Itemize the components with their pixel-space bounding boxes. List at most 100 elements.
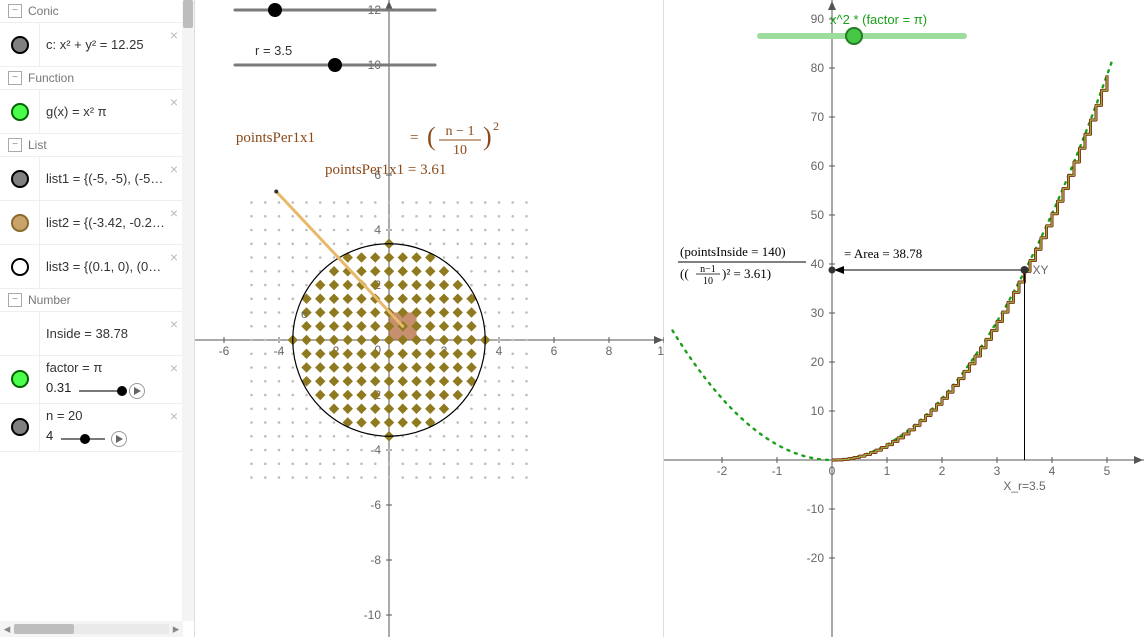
item-label: list2 = {(-3.42, -0.2… <box>40 211 182 234</box>
visibility-toggle[interactable] <box>0 404 40 451</box>
svg-text:10: 10 <box>657 344 664 358</box>
item-label: list1 = {(-5, -5), (-5… <box>40 167 182 190</box>
close-icon[interactable]: × <box>170 360 178 376</box>
group-title: Function <box>28 71 74 85</box>
svg-text:n−1: n−1 <box>700 264 716 275</box>
svg-text:=: = <box>410 130 418 146</box>
mini-slider[interactable] <box>61 431 127 447</box>
visibility-toggle[interactable] <box>0 356 40 403</box>
visibility-toggle[interactable] <box>0 245 40 288</box>
svg-text:-6: -6 <box>370 498 381 512</box>
svg-text:80: 80 <box>811 61 825 75</box>
item-label: n = 20 <box>46 408 176 425</box>
item-value: 4 <box>46 428 53 445</box>
svg-text:-6: -6 <box>219 344 230 358</box>
visibility-toggle[interactable] <box>0 201 40 244</box>
visibility-toggle[interactable] <box>0 157 40 200</box>
svg-text:2: 2 <box>939 464 946 478</box>
collapse-icon[interactable]: − <box>8 293 22 307</box>
svg-text:4: 4 <box>1049 464 1056 478</box>
svg-text:pointsPer1x1: pointsPer1x1 <box>236 130 315 146</box>
hscroll-left-icon[interactable]: ◂ <box>0 622 14 636</box>
close-icon[interactable]: × <box>170 205 178 221</box>
sidebar-vertical-scrollbar[interactable] <box>182 0 194 621</box>
item-value: 0.31 <box>46 380 71 397</box>
group-title: Conic <box>28 4 59 18</box>
svg-text:40: 40 <box>811 257 825 271</box>
algebra-item-n[interactable]: n = 20 4 × <box>0 404 182 452</box>
group-title: Number <box>28 293 71 307</box>
close-icon[interactable]: × <box>170 408 178 424</box>
close-icon[interactable]: × <box>170 249 178 265</box>
svg-text:-10: -10 <box>807 502 825 516</box>
svg-text:): ) <box>483 122 492 151</box>
item-label: c: x² + y² = 12.25 <box>40 33 182 56</box>
algebra-sidebar: −Conicc: x² + y² = 12.25×−Functiong(x) =… <box>0 0 195 637</box>
algebra-item-list3[interactable]: list3 = {(0.1, 0), (0…× <box>0 245 182 289</box>
svg-text:x^2 * (factor = π): x^2 * (factor = π) <box>830 12 927 27</box>
visibility-toggle[interactable] <box>0 312 40 355</box>
slider-knob <box>328 58 342 72</box>
svg-text:)² = 3.61): )² = 3.61) <box>722 266 771 281</box>
slider-knob <box>268 3 282 17</box>
visibility-toggle[interactable] <box>0 90 40 133</box>
svg-text:2: 2 <box>493 119 499 133</box>
group-title: List <box>28 138 47 152</box>
svg-text:((: (( <box>680 266 689 281</box>
svg-text:= Area = 38.78: = Area = 38.78 <box>844 246 922 261</box>
group-header-number[interactable]: −Number <box>0 289 182 312</box>
svg-text:5: 5 <box>1104 464 1111 478</box>
algebra-item-g[interactable]: g(x) = x² π× <box>0 90 182 134</box>
item-label: list3 = {(0.1, 0), (0… <box>40 255 182 278</box>
svg-text:10: 10 <box>703 276 713 287</box>
mini-slider[interactable] <box>79 383 145 399</box>
algebra-item-c[interactable]: c: x² + y² = 12.25× <box>0 23 182 67</box>
graphics-view-1[interactable]: -6-4-2246810-10-8-6-4-224610120cn = 20r … <box>195 0 664 637</box>
svg-text:(: ( <box>427 122 436 151</box>
collapse-icon[interactable]: − <box>8 138 22 152</box>
svg-text:pointsPer1x1 = 3.61: pointsPer1x1 = 3.61 <box>325 162 446 178</box>
svg-text:-10: -10 <box>364 608 382 622</box>
svg-text:10: 10 <box>453 143 467 158</box>
svg-text:8: 8 <box>606 344 613 358</box>
play-button[interactable] <box>129 383 145 399</box>
sidebar-horizontal-scrollbar[interactable]: ◂ ▸ <box>0 621 183 637</box>
svg-text:XY: XY <box>1033 263 1049 277</box>
svg-text:(pointsInside = 140): (pointsInside = 140) <box>680 244 786 259</box>
svg-text:6: 6 <box>551 344 558 358</box>
algebra-item-list1[interactable]: list1 = {(-5, -5), (-5…× <box>0 157 182 201</box>
group-header-conic[interactable]: −Conic <box>0 0 182 23</box>
group-header-list[interactable]: −List <box>0 134 182 157</box>
close-icon[interactable]: × <box>170 94 178 110</box>
svg-text:-1: -1 <box>772 464 783 478</box>
collapse-icon[interactable]: − <box>8 4 22 18</box>
close-icon[interactable]: × <box>170 316 178 332</box>
algebra-item-factor[interactable]: factor = π 0.31 × <box>0 356 182 404</box>
svg-text:-4: -4 <box>274 344 285 358</box>
factor-slider-knob <box>846 28 862 44</box>
item-label: g(x) = x² π <box>40 100 182 123</box>
svg-text:-2: -2 <box>717 464 728 478</box>
hscroll-right-icon[interactable]: ▸ <box>169 622 183 636</box>
svg-text:70: 70 <box>811 110 825 124</box>
close-icon[interactable]: × <box>170 27 178 43</box>
visibility-toggle[interactable] <box>0 23 40 66</box>
graphics-view-2[interactable]: -2-1012345-20-10102030405060708090x^2 * … <box>664 0 1144 637</box>
svg-text:90: 90 <box>811 12 825 26</box>
svg-text:60: 60 <box>811 159 825 173</box>
svg-text:30: 30 <box>811 306 825 320</box>
svg-text:3: 3 <box>994 464 1001 478</box>
svg-text:20: 20 <box>811 355 825 369</box>
svg-text:1: 1 <box>884 464 891 478</box>
group-header-function[interactable]: −Function <box>0 67 182 90</box>
collapse-icon[interactable]: − <box>8 71 22 85</box>
svg-text:r = 3.5: r = 3.5 <box>255 43 292 58</box>
svg-text:10: 10 <box>811 404 825 418</box>
algebra-item-Inside[interactable]: Inside = 38.78× <box>0 312 182 356</box>
close-icon[interactable]: × <box>170 161 178 177</box>
svg-text:n = 20: n = 20 <box>255 0 292 3</box>
svg-text:c: c <box>301 307 307 321</box>
algebra-item-list2[interactable]: list2 = {(-3.42, -0.2…× <box>0 201 182 245</box>
play-button[interactable] <box>111 431 127 447</box>
svg-text:n − 1: n − 1 <box>446 124 475 139</box>
